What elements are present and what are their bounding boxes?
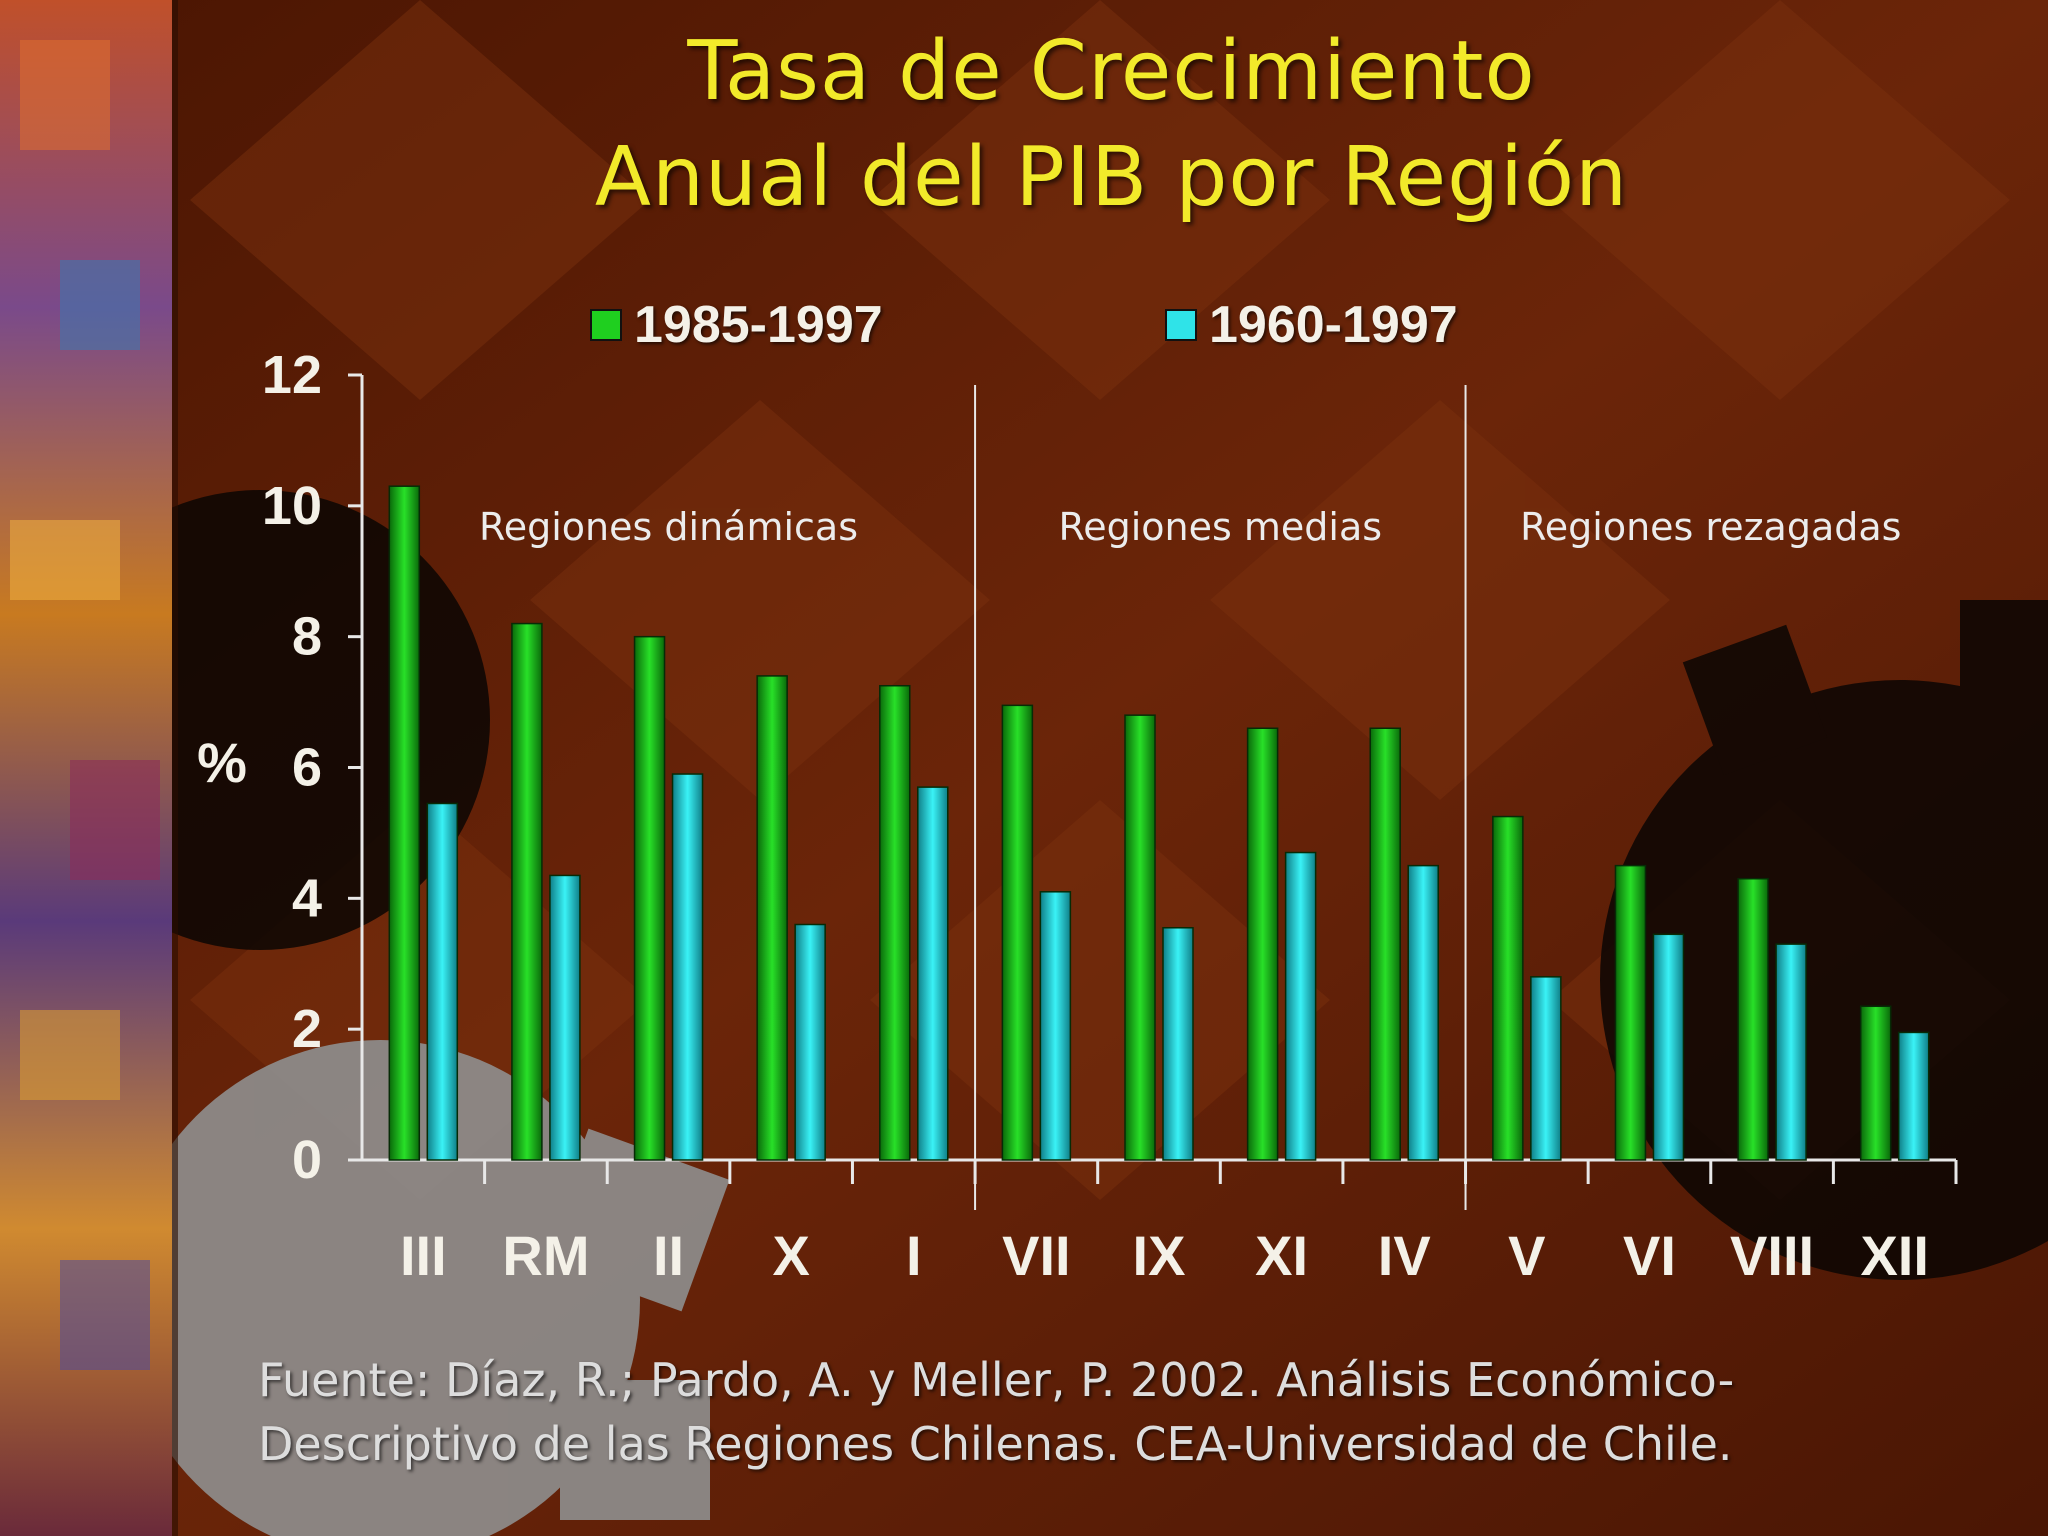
chart-title-line-1: Tasa de Crecimiento xyxy=(687,24,1536,119)
bar-series-1-XII xyxy=(1859,1005,1892,1161)
bar-series-2-III xyxy=(426,802,459,1161)
source-line-1: Fuente: Díaz, R.; Pardo, A. y Meller, P.… xyxy=(258,1353,1735,1407)
source-line-2: Descriptivo de las Regiones Chilenas. CE… xyxy=(258,1417,1733,1471)
bar-series-1-XI xyxy=(1246,727,1279,1161)
x-tick-label: IV xyxy=(1378,1224,1431,1287)
bar-series-2-IV xyxy=(1407,864,1439,1161)
source-citation: Fuente: Díaz, R.; Pardo, A. y Meller, P.… xyxy=(258,1348,1958,1476)
bar-series-2-VIII xyxy=(1775,943,1807,1161)
x-tick-label: I xyxy=(906,1224,922,1287)
bar-series-1-IX xyxy=(1124,714,1156,1161)
bar-series-1-V xyxy=(1492,815,1524,1161)
bar-series-2-VI xyxy=(1652,933,1685,1161)
bar-series-1-III xyxy=(388,485,421,1161)
y-axis-label: % xyxy=(197,731,247,794)
x-tick-label: VII xyxy=(1002,1224,1070,1287)
bar-series-1-IV xyxy=(1369,727,1401,1161)
legend-swatch-series-2 xyxy=(1165,309,1197,341)
legend-label-series-1: 1985-1997 xyxy=(634,296,883,354)
y-tick-label: 2 xyxy=(292,999,322,1059)
bar-series-2-I xyxy=(917,786,949,1161)
x-tick-label: V xyxy=(1508,1224,1545,1287)
black-gear-right xyxy=(1600,600,2048,1280)
legend-item-series-2: 1960-1997 xyxy=(1165,295,1458,355)
x-tick-label: VI xyxy=(1623,1224,1676,1287)
chart-title-line-2: Anual del PIB por Región xyxy=(594,130,1629,225)
legend-label-series-2: 1960-1997 xyxy=(1209,296,1458,354)
bar-series-2-II xyxy=(671,773,704,1161)
y-tick-label: 6 xyxy=(292,738,322,798)
x-tick-label: II xyxy=(653,1224,684,1287)
bar-series-1-X xyxy=(756,675,788,1161)
x-tick-label: III xyxy=(400,1224,447,1287)
y-tick-label: 8 xyxy=(292,607,322,667)
bar-series-1-VI xyxy=(1614,864,1647,1161)
bar-series-2-RM xyxy=(549,874,581,1161)
bar-series-1-VIII xyxy=(1737,877,1769,1161)
x-tick-label: RM xyxy=(502,1224,589,1287)
legend-swatch-series-1 xyxy=(590,309,622,341)
x-tick-label: X xyxy=(772,1224,809,1287)
bar-series-2-X xyxy=(794,923,826,1161)
bar-series-2-V xyxy=(1530,976,1562,1161)
legend-item-series-1: 1985-1997 xyxy=(590,295,883,355)
group-label: Regiones rezagadas xyxy=(1520,505,1901,549)
bar-series-1-I xyxy=(879,684,911,1161)
bar-series-2-VII xyxy=(1039,891,1072,1161)
x-tick-label: VIII xyxy=(1730,1224,1814,1287)
bar-series-1-RM xyxy=(511,622,543,1161)
bar-series-1-II xyxy=(633,635,666,1161)
x-tick-label: XI xyxy=(1255,1224,1308,1287)
y-tick-label: 10 xyxy=(262,476,322,536)
bar-series-1-VII xyxy=(1001,704,1034,1161)
gray-gear xyxy=(120,1040,730,1536)
y-tick-label: 12 xyxy=(262,345,322,405)
x-tick-label: XII xyxy=(1860,1224,1928,1287)
x-tick-label: IX xyxy=(1133,1224,1186,1287)
bar-series-2-XII xyxy=(1897,1031,1930,1161)
y-tick-label: 4 xyxy=(292,868,322,928)
bar-series-2-XI xyxy=(1284,851,1317,1161)
group-label: Regiones medias xyxy=(1059,505,1383,549)
group-label: Regiones dinámicas xyxy=(479,505,858,549)
y-tick-label: 0 xyxy=(292,1130,322,1190)
bar-series-2-IX xyxy=(1162,927,1194,1161)
